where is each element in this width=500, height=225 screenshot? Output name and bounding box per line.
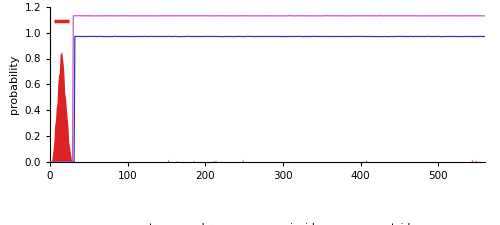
Legend: transmembrane, inside, outside: transmembrane, inside, outside bbox=[114, 219, 422, 225]
Y-axis label: probability: probability bbox=[9, 55, 19, 114]
